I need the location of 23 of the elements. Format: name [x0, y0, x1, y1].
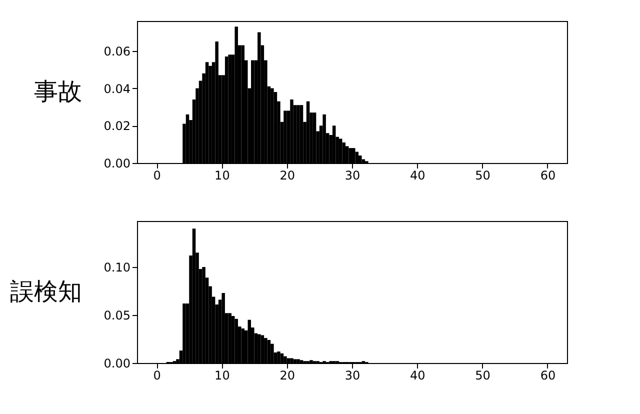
x-tick-label: 50	[475, 368, 490, 382]
x-tick-label: 30	[344, 168, 360, 182]
x-tick-label: 10	[214, 368, 230, 382]
y-axis-title: 誤検知	[10, 278, 82, 306]
x-tick-label: 0	[153, 168, 161, 182]
y-tick-label: 0.10	[104, 260, 130, 275]
x-tick-label: 50	[475, 168, 490, 182]
y-tick-label: 0.06	[104, 44, 130, 58]
x-tick-label: 20	[280, 168, 295, 182]
y-tick-label: 0.00	[104, 156, 130, 170]
x-tick-label: 30	[344, 368, 360, 382]
x-tick-label: 0	[153, 368, 161, 382]
y-tick-label: 0.05	[104, 308, 130, 323]
x-tick-label: 40	[410, 168, 426, 182]
x-tick-label: 10	[214, 168, 230, 182]
x-tick-label: 40	[410, 368, 426, 382]
y-tick-label: 0.04	[104, 82, 130, 96]
x-tick-label: 60	[540, 168, 556, 182]
y-tick-label: 0.00	[104, 356, 130, 370]
x-tick-label: 60	[540, 368, 556, 382]
x-tick-label: 20	[280, 368, 295, 382]
y-tick-label: 0.02	[104, 119, 130, 134]
y-axis-title: 事故	[34, 78, 82, 106]
